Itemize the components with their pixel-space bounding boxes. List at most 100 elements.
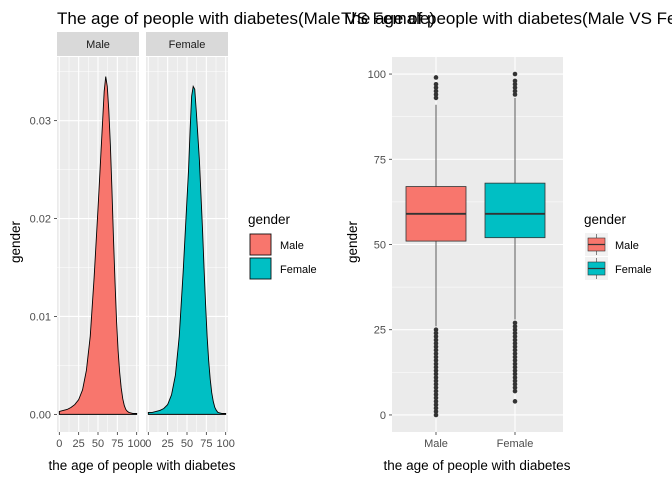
box-outlier-male bbox=[433, 85, 439, 90]
facet-strip-label-male: Male bbox=[86, 39, 110, 51]
box-y-axis-label: gender bbox=[345, 220, 360, 263]
box-outlier-female bbox=[512, 375, 518, 380]
box-outlier-male bbox=[433, 399, 439, 404]
box-outlier-male bbox=[433, 385, 439, 390]
box-outlier-male bbox=[433, 364, 439, 370]
density-x-tick-label: 0 bbox=[56, 438, 62, 450]
box-outlier-male bbox=[433, 381, 439, 387]
density-legend-title: gender bbox=[248, 212, 291, 227]
box-outlier-female bbox=[512, 347, 518, 353]
density-y-tick-label: 0.00 bbox=[30, 409, 51, 421]
box-outlier-female bbox=[512, 399, 518, 404]
box-outlier-female bbox=[512, 381, 518, 387]
density-x-tick-label: 75 bbox=[200, 438, 212, 450]
box-outlier-female bbox=[512, 341, 518, 346]
box-outlier-male bbox=[433, 378, 439, 384]
box-outlier-female bbox=[512, 388, 518, 394]
box-outlier-male bbox=[433, 395, 439, 401]
box-outlier-male bbox=[433, 95, 439, 101]
density-x-tick-label: 100 bbox=[216, 438, 234, 450]
box-outlier-male bbox=[433, 388, 439, 394]
box-outlier-female bbox=[512, 330, 518, 336]
density-legend: gender Male Female bbox=[248, 212, 317, 280]
box-outlier-male bbox=[433, 368, 439, 373]
box-outlier-male bbox=[433, 358, 439, 363]
box-outlier-male bbox=[433, 409, 439, 414]
box-outlier-female bbox=[512, 354, 518, 360]
box-outlier-male bbox=[433, 371, 439, 377]
density-area-female bbox=[147, 84, 227, 415]
box-x-tick-label-male: Male bbox=[424, 438, 448, 450]
box-outlier-male bbox=[433, 75, 439, 80]
facet-strip-female bbox=[146, 32, 228, 56]
box-legend-label-male: Male bbox=[615, 240, 639, 252]
box-y-tick-label: 100 bbox=[368, 69, 386, 81]
box-outlier-female bbox=[512, 371, 518, 377]
facet-panel-female bbox=[146, 57, 228, 432]
density-chart-title: The age of people with diabetes(Male VS … bbox=[57, 9, 435, 28]
box-outlier-female bbox=[512, 327, 518, 333]
box-outlier-male bbox=[433, 341, 439, 346]
box-x-axis-label: the age of people with diabetes bbox=[384, 458, 571, 473]
density-x-tick-label: 0 bbox=[145, 438, 151, 450]
box-outlier-female bbox=[512, 324, 518, 329]
box-y-tick-label: 50 bbox=[374, 240, 386, 252]
box-legend-title: gender bbox=[584, 212, 627, 227]
box-outlier-female bbox=[512, 351, 518, 356]
box-outlier-female bbox=[512, 337, 518, 343]
box-outlier-female bbox=[512, 378, 518, 384]
box-chart: 0 25 50 75 100 Male Female the age of people … bbox=[345, 57, 652, 473]
box-outlier-male bbox=[433, 351, 439, 356]
box-outlier-male bbox=[433, 81, 439, 87]
box-outlier-female bbox=[512, 320, 518, 326]
box-x-axis: Male Female bbox=[424, 432, 533, 450]
density-legend-label-male: Male bbox=[280, 240, 304, 252]
box-outlier-male bbox=[433, 327, 439, 333]
density-x-tick-label: 75 bbox=[111, 438, 123, 450]
box-y-tick-label: 25 bbox=[374, 325, 386, 337]
density-legend-label-female: Female bbox=[280, 264, 317, 276]
box-outlier-female bbox=[512, 344, 518, 350]
box-outlier-female bbox=[512, 368, 518, 373]
density-x-tick-label: 50 bbox=[181, 438, 193, 450]
box-x-tick-label-female: Female bbox=[497, 438, 534, 450]
box-outlier-male bbox=[433, 334, 439, 339]
density-x-tick-label: 25 bbox=[162, 438, 174, 450]
box-outlier-female bbox=[512, 71, 518, 77]
box-outlier-male bbox=[433, 347, 439, 353]
box-outlier-female bbox=[512, 385, 518, 390]
facet-strip-male bbox=[57, 32, 139, 56]
box-outlier-female bbox=[512, 361, 518, 367]
box-outlier-female bbox=[512, 85, 518, 90]
density-area-male bbox=[58, 76, 138, 415]
box-iqr-female bbox=[484, 182, 546, 239]
density-x-axis: 0 25 50 75 100 0 25 50 75 100 bbox=[56, 432, 235, 450]
facet-strip-label-female: Female bbox=[169, 39, 206, 51]
box-outlier-female bbox=[512, 358, 518, 363]
box-legend: gender Male Female bbox=[584, 212, 652, 280]
box-outlier-male bbox=[433, 361, 439, 367]
box-outlier-male bbox=[433, 392, 439, 397]
density-y-tick-label: 0.02 bbox=[30, 214, 51, 226]
density-x-axis-label: the age of people with diabetes bbox=[49, 458, 236, 473]
box-outlier-female bbox=[512, 81, 518, 87]
box-outlier-male bbox=[433, 405, 439, 411]
box-outlier-female bbox=[512, 334, 518, 339]
box-outlier-male bbox=[433, 88, 439, 94]
box-outlier-male bbox=[433, 354, 439, 360]
box-y-tick-label: 75 bbox=[374, 154, 386, 166]
density-legend-swatch-female bbox=[249, 257, 272, 280]
box-outlier-male bbox=[433, 402, 439, 408]
density-x-tick-label: 50 bbox=[92, 438, 104, 450]
density-y-tick-label: 0.03 bbox=[30, 116, 51, 128]
density-y-axis: 0.00 0.01 0.02 0.03 bbox=[30, 116, 57, 421]
density-x-tick-label: 100 bbox=[127, 438, 145, 450]
box-outlier-male bbox=[433, 344, 439, 350]
box-y-tick-label: 0 bbox=[380, 410, 386, 422]
density-chart: Male Female 0.000.010.020.03 0 25 50 75 100 0… bbox=[8, 32, 317, 473]
box-outlier-male bbox=[433, 92, 439, 97]
density-x-tick-label: 25 bbox=[73, 438, 85, 450]
box-outlier-female bbox=[512, 364, 518, 370]
box-chart-title: The age of people with diabetes(Male VS … bbox=[341, 9, 672, 28]
